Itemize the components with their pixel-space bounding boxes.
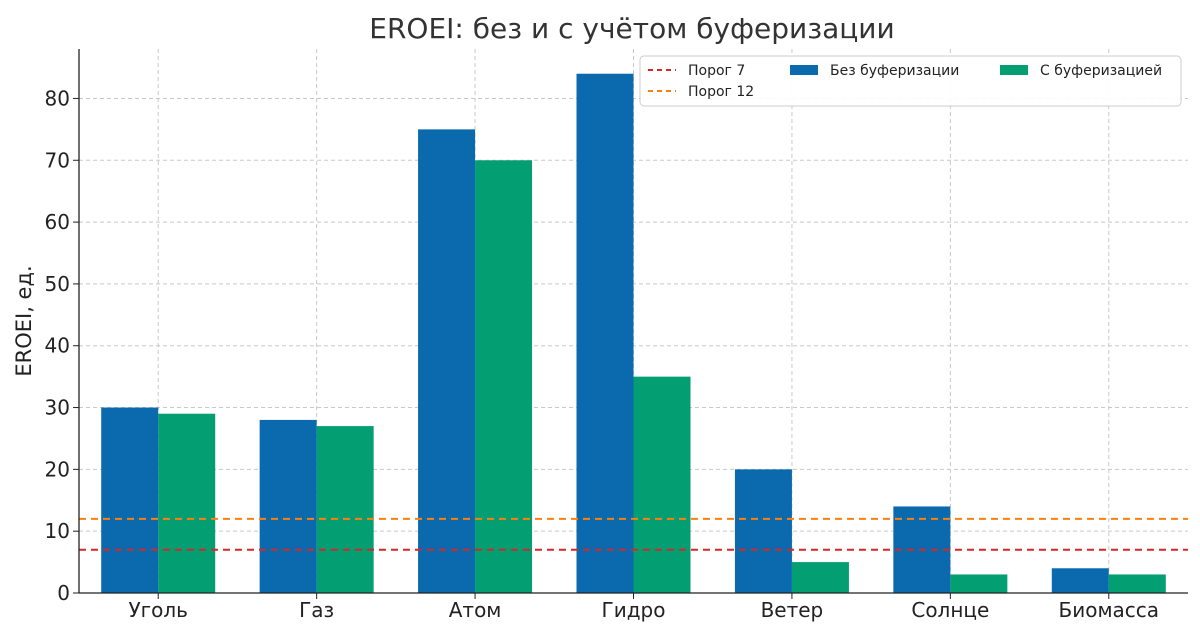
legend-swatch <box>790 65 818 75</box>
bar-no-buffer <box>576 73 634 593</box>
bar-buffer <box>475 160 533 594</box>
x-tick-label: Солнце <box>911 598 989 622</box>
bar-buffer <box>158 413 216 593</box>
bars <box>101 73 1166 594</box>
legend-swatch <box>1000 65 1028 75</box>
bar-buffer <box>1108 574 1166 593</box>
y-tick-label: 20 <box>45 457 70 481</box>
x-tick-label: Биомасса <box>1059 598 1160 622</box>
y-tick-label: 80 <box>45 86 70 110</box>
bar-buffer <box>633 376 691 593</box>
bar-no-buffer <box>734 469 792 593</box>
axes: 0 10 20 30 40 50 60 70 80 Уголь Газ Атом Гидро Ветер С… <box>45 49 1188 622</box>
legend-label: Без буферизации <box>830 63 959 79</box>
bar-buffer <box>950 574 1008 593</box>
legend-box <box>639 55 1182 107</box>
bar-buffer <box>316 426 374 593</box>
y-tick-label: 0 <box>57 581 70 605</box>
x-tick-label: Гидро <box>602 598 666 622</box>
bar-no-buffer <box>101 407 159 593</box>
legend: Порог 7 Порог 12 Без буферизации С буфериза… <box>639 55 1182 107</box>
legend-label: Порог 7 <box>688 63 745 79</box>
y-tick-label: 40 <box>45 334 70 358</box>
y-axis-label: EROEI, ед. <box>12 265 36 376</box>
y-tick-label: 60 <box>45 210 70 234</box>
x-tick-label: Газ <box>299 598 334 622</box>
bar-no-buffer <box>418 129 476 593</box>
y-tick-label: 10 <box>45 519 70 543</box>
bar-no-buffer <box>1051 568 1109 593</box>
legend-label: Порог 12 <box>688 84 754 100</box>
y-tick-label: 50 <box>45 272 70 296</box>
y-tick-label: 70 <box>45 148 70 172</box>
reference-lines <box>79 517 1188 551</box>
x-tick-label: Уголь <box>128 598 188 622</box>
legend-label: С буферизацией <box>1040 63 1162 79</box>
bar-buffer <box>791 562 849 593</box>
x-tick-label: Атом <box>449 598 502 622</box>
x-tick-label: Ветер <box>761 598 824 622</box>
chart-title: EROEI: без и с учётом буферизации <box>369 12 894 45</box>
bar-no-buffer <box>259 419 317 593</box>
y-tick-label: 30 <box>45 396 70 420</box>
